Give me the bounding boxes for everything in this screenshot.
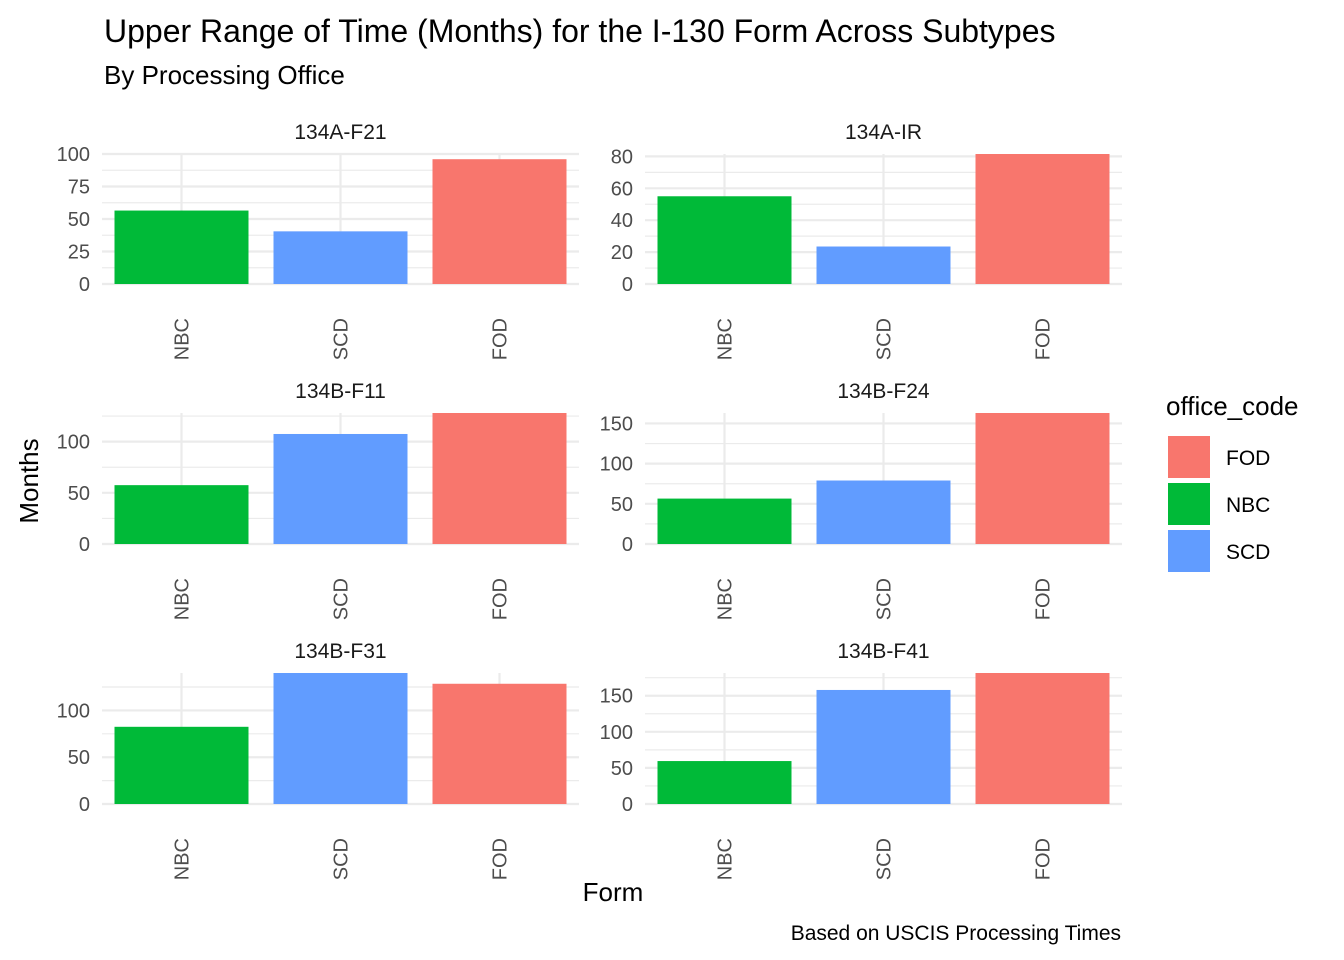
- x-tick-label: NBC: [715, 318, 737, 360]
- y-tick-label: 100: [57, 432, 90, 454]
- y-tick-label: 100: [57, 700, 90, 722]
- y-tick-label: 100: [600, 454, 633, 476]
- x-tick-label: NBC: [172, 578, 194, 620]
- x-tick-label: NBC: [172, 318, 194, 360]
- y-axis-title: Months: [14, 438, 44, 523]
- legend-key-nbc: [1168, 483, 1210, 525]
- y-tick-label: 75: [68, 177, 90, 199]
- facet-panel: 134A-IR 0 20 40 60 80 NBC SCD FOD: [611, 121, 1122, 360]
- x-tick-label: FOD: [490, 318, 512, 360]
- legend-key-scd: [1168, 530, 1210, 572]
- y-tick-label: 0: [622, 794, 633, 816]
- facet-label: 134B-F11: [295, 380, 386, 403]
- bar-scd: [273, 231, 408, 284]
- chart-subtitle: By Processing Office: [104, 60, 345, 90]
- facet-label: 134A-F21: [294, 121, 386, 144]
- y-tick-label: 50: [68, 483, 90, 505]
- x-tick-label: NBC: [715, 578, 737, 620]
- x-tick-label: FOD: [1033, 838, 1055, 880]
- facet-label: 134B-F41: [837, 640, 929, 663]
- y-tick-label: 0: [79, 274, 90, 296]
- bar-nbc: [657, 196, 792, 284]
- y-tick-label: 150: [600, 686, 633, 708]
- bar-fod: [975, 154, 1110, 284]
- x-tick-label: FOD: [490, 578, 512, 620]
- x-tick-label: FOD: [1033, 578, 1055, 620]
- y-tick-label: 0: [79, 794, 90, 816]
- bar-nbc: [114, 210, 249, 284]
- legend-label: NBC: [1226, 494, 1270, 517]
- bar-scd: [816, 246, 951, 284]
- bar-fod: [975, 413, 1110, 544]
- y-tick-label: 60: [611, 178, 633, 200]
- x-tick-label: NBC: [715, 838, 737, 880]
- legend-label: SCD: [1226, 541, 1270, 564]
- y-tick-label: 80: [611, 146, 633, 168]
- y-tick-label: 100: [600, 722, 633, 744]
- legend-title: office_code: [1166, 391, 1299, 421]
- bar-nbc: [657, 498, 792, 544]
- facet-panel: 134B-F11 0 50 100 NBC SCD FOD: [57, 380, 579, 620]
- bar-fod: [975, 673, 1110, 804]
- x-tick-label: SCD: [331, 578, 353, 620]
- bar-scd: [273, 673, 408, 804]
- y-tick-label: 50: [68, 209, 90, 231]
- y-tick-label: 0: [622, 534, 633, 556]
- facet-label: 134B-F24: [837, 380, 930, 403]
- bar-fod: [432, 683, 567, 804]
- x-tick-label: SCD: [331, 838, 353, 880]
- x-tick-label: FOD: [490, 838, 512, 880]
- caption: Based on USCIS Processing Times: [791, 922, 1121, 945]
- bar-nbc: [657, 761, 792, 804]
- y-tick-label: 50: [68, 747, 90, 769]
- chart-title: Upper Range of Time (Months) for the I-1…: [104, 13, 1056, 49]
- legend-key-fod: [1168, 436, 1210, 478]
- bar-scd: [816, 480, 951, 544]
- x-tick-label: SCD: [874, 318, 896, 360]
- x-tick-label: FOD: [1033, 318, 1055, 360]
- y-tick-label: 50: [611, 494, 633, 516]
- facet-panel: 134B-F24 0 50 100 150 NBC SCD FOD: [600, 380, 1122, 620]
- bar-nbc: [114, 485, 249, 544]
- y-tick-label: 0: [79, 534, 90, 556]
- y-tick-label: 150: [600, 413, 633, 435]
- x-axis-title: Form: [583, 877, 644, 907]
- x-tick-label: SCD: [874, 578, 896, 620]
- facet-panels: 134A-F21 0 25 50 75 100 NBC SCD FOD 134A-IR 0 20 40 6…: [57, 121, 1122, 880]
- y-tick-label: 100: [57, 144, 90, 166]
- legend: office_code FOD NBC SCD: [1166, 391, 1299, 572]
- y-tick-label: 40: [611, 210, 633, 232]
- facet-label: 134A-IR: [845, 121, 922, 144]
- y-tick-label: 0: [622, 274, 633, 296]
- facet-panel: 134B-F41 0 50 100 150 NBC SCD FOD: [600, 640, 1122, 880]
- y-tick-label: 20: [611, 242, 633, 264]
- x-tick-label: SCD: [874, 838, 896, 880]
- y-tick-label: 50: [611, 758, 633, 780]
- bar-fod: [432, 159, 567, 284]
- facet-label: 134B-F31: [294, 640, 386, 663]
- facet-panel: 134A-F21 0 25 50 75 100 NBC SCD FOD: [57, 121, 579, 360]
- x-tick-label: SCD: [331, 318, 353, 360]
- facet-panel: 134B-F31 0 50 100 NBC SCD FOD: [57, 640, 579, 880]
- legend-label: FOD: [1226, 447, 1270, 470]
- y-tick-label: 25: [68, 242, 90, 264]
- bar-fod: [432, 413, 567, 544]
- bar-scd: [273, 433, 408, 544]
- bar-scd: [816, 689, 951, 804]
- bar-nbc: [114, 726, 249, 804]
- x-tick-label: NBC: [172, 838, 194, 880]
